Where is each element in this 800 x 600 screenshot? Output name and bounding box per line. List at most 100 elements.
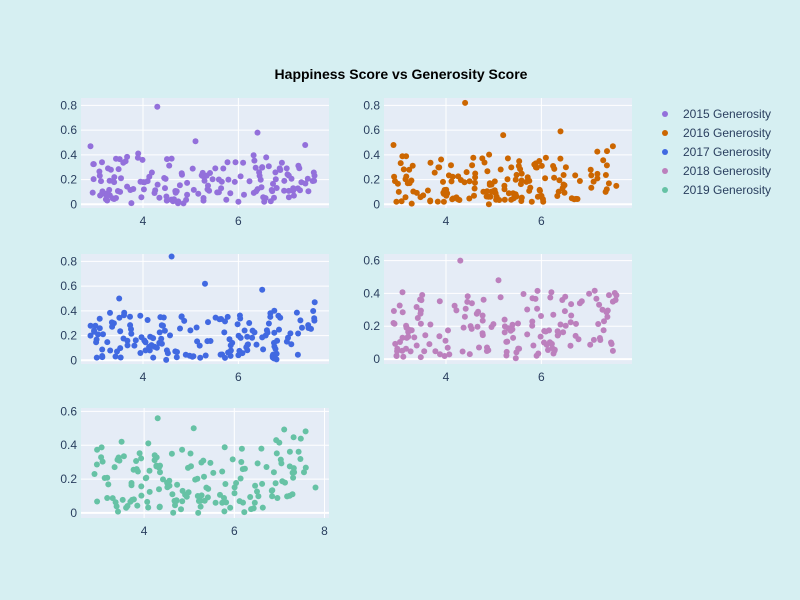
data-point[interactable] [395, 188, 402, 195]
data-point[interactable] [183, 493, 190, 500]
data-point[interactable] [529, 318, 536, 325]
data-point[interactable] [505, 190, 512, 197]
data-point[interactable] [265, 163, 272, 170]
data-point[interactable] [190, 353, 197, 360]
data-point[interactable] [140, 186, 147, 193]
data-point[interactable] [466, 351, 473, 358]
data-point[interactable] [596, 301, 603, 308]
data-point[interactable] [246, 178, 253, 185]
data-point[interactable] [512, 355, 519, 362]
data-point[interactable] [157, 314, 164, 321]
data-point[interactable] [436, 298, 443, 305]
data-point[interactable] [142, 347, 149, 354]
data-point[interactable] [87, 322, 94, 329]
data-point[interactable] [476, 344, 482, 351]
data-point[interactable] [529, 322, 536, 329]
data-point[interactable] [204, 338, 211, 345]
data-point[interactable] [156, 329, 163, 336]
data-point[interactable] [411, 334, 418, 341]
data-point[interactable] [551, 346, 558, 353]
data-point[interactable] [517, 181, 524, 188]
data-point[interactable] [224, 313, 231, 320]
data-point[interactable] [399, 309, 406, 316]
data-point[interactable] [479, 317, 486, 324]
data-point[interactable] [281, 426, 288, 433]
data-point[interactable] [196, 342, 203, 349]
data-point[interactable] [605, 180, 612, 187]
data-point[interactable] [91, 327, 98, 334]
data-point[interactable] [108, 319, 115, 326]
data-point[interactable] [289, 469, 296, 476]
data-point[interactable] [420, 192, 427, 199]
data-point[interactable] [128, 330, 135, 337]
data-point[interactable] [311, 299, 318, 306]
data-point[interactable] [115, 508, 121, 515]
data-point[interactable] [95, 331, 101, 338]
data-point[interactable] [133, 466, 140, 473]
data-point[interactable] [297, 317, 304, 324]
data-point[interactable] [574, 196, 581, 202]
data-point[interactable] [510, 334, 517, 341]
data-point[interactable] [202, 352, 209, 359]
data-point[interactable] [150, 354, 157, 361]
data-point[interactable] [454, 196, 461, 203]
data-point[interactable] [270, 469, 277, 476]
data-point[interactable] [403, 345, 409, 352]
legend-item[interactable]: 2015 Generosity [662, 107, 771, 121]
data-point[interactable] [96, 168, 103, 175]
data-point[interactable] [99, 188, 106, 195]
data-point[interactable] [490, 321, 497, 328]
data-point[interactable] [273, 437, 280, 444]
data-point[interactable] [245, 341, 251, 348]
data-point[interactable] [111, 196, 118, 202]
data-point[interactable] [96, 325, 103, 332]
data-point[interactable] [174, 481, 181, 488]
data-point[interactable] [594, 148, 601, 155]
data-point[interactable] [515, 320, 521, 327]
data-point[interactable] [221, 444, 228, 451]
data-point[interactable] [593, 295, 600, 302]
data-point[interactable] [225, 176, 232, 183]
data-point[interactable] [546, 327, 552, 334]
data-point[interactable] [550, 163, 557, 169]
data-point[interactable] [418, 297, 425, 304]
data-point[interactable] [277, 167, 284, 173]
data-point[interactable] [302, 428, 309, 435]
data-point[interactable] [286, 492, 293, 499]
data-point[interactable] [472, 174, 479, 181]
data-point[interactable] [277, 314, 284, 321]
data-point[interactable] [187, 327, 194, 334]
data-point[interactable] [484, 344, 490, 351]
data-point[interactable] [432, 348, 439, 355]
data-point[interactable] [390, 320, 397, 326]
data-point[interactable] [604, 313, 611, 320]
data-point[interactable] [390, 142, 397, 148]
data-point[interactable] [484, 188, 491, 195]
data-point[interactable] [117, 188, 124, 195]
data-point[interactable] [440, 178, 446, 185]
data-point[interactable] [560, 172, 567, 178]
data-point[interactable] [512, 176, 519, 183]
data-point[interactable] [164, 350, 171, 357]
data-point[interactable] [397, 160, 404, 167]
data-point[interactable] [285, 194, 292, 201]
data-point[interactable] [440, 198, 447, 205]
data-point[interactable] [166, 482, 173, 489]
data-point[interactable] [156, 503, 163, 510]
data-point[interactable] [259, 286, 266, 293]
data-point[interactable] [600, 157, 607, 164]
data-point[interactable] [137, 350, 144, 356]
data-point[interactable] [259, 164, 266, 171]
data-point[interactable] [124, 183, 131, 190]
data-point[interactable] [212, 499, 219, 506]
data-point[interactable] [475, 308, 482, 315]
data-point[interactable] [267, 313, 274, 320]
data-point[interactable] [442, 337, 449, 344]
data-point[interactable] [488, 188, 495, 195]
data-point[interactable] [123, 504, 130, 511]
data-point[interactable] [557, 155, 564, 162]
data-point[interactable] [407, 348, 414, 355]
data-point[interactable] [222, 481, 229, 487]
data-point[interactable] [202, 280, 208, 287]
data-point[interactable] [548, 289, 555, 296]
